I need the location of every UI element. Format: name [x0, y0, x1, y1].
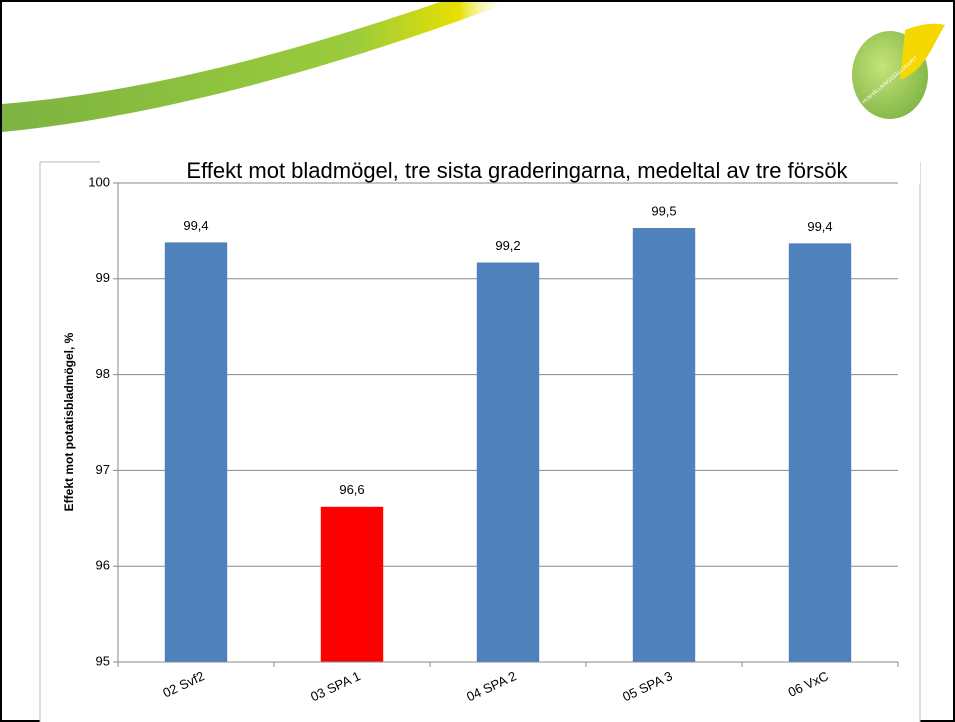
data-label: 99,4: [183, 218, 208, 233]
bar: [476, 262, 540, 662]
y-axis-label: Effekt mot potatisbladmögel, %: [62, 332, 76, 511]
bar: [788, 243, 852, 662]
bar: [320, 506, 384, 662]
y-tick-label: 96: [96, 558, 110, 573]
y-tick-label: 99: [96, 270, 110, 285]
y-tick-label: 100: [88, 174, 110, 189]
logo-leaf: [900, 23, 945, 80]
swoosh: [2, 2, 510, 132]
y-tick-label: 98: [96, 366, 110, 381]
data-label: 99,4: [807, 219, 832, 234]
title-bg: [100, 160, 920, 184]
data-label: 96,6: [339, 482, 364, 497]
bar: [164, 242, 228, 662]
y-tick-label: 95: [96, 653, 110, 668]
chart-title: Effekt mot bladmögel, tre sista graderin…: [186, 158, 848, 183]
y-tick-label: 97: [96, 462, 110, 477]
data-label: 99,2: [495, 238, 520, 253]
bar: [632, 228, 696, 662]
data-label: 99,5: [651, 203, 676, 218]
